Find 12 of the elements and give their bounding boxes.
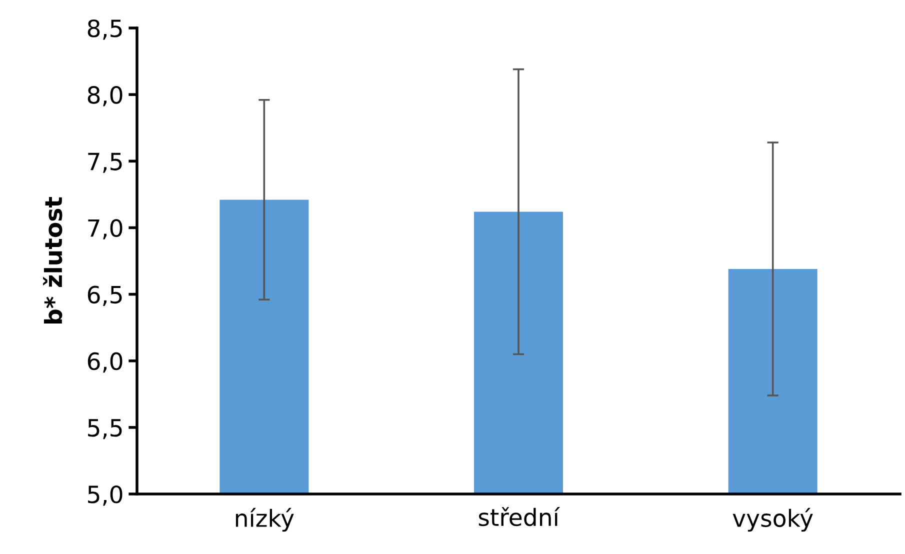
y-tick-label: 5,0 — [88, 485, 122, 506]
y-tick-label: 7,5 — [88, 152, 122, 173]
x-tick-label: střední — [478, 506, 560, 526]
y-tick-label: 5,5 — [88, 419, 122, 440]
y-tick-label: 8,0 — [88, 86, 122, 106]
x-tick-label: vysoký — [732, 508, 813, 532]
y-tick-label: 7,0 — [88, 219, 122, 240]
y-tick-label: 6,0 — [88, 352, 122, 373]
y-tick-label: 8,5 — [88, 19, 122, 40]
y-axis-title: b* žlutost — [43, 197, 62, 324]
y-tick-label: 6,5 — [88, 286, 122, 306]
x-tick-label: nízký — [236, 508, 294, 532]
